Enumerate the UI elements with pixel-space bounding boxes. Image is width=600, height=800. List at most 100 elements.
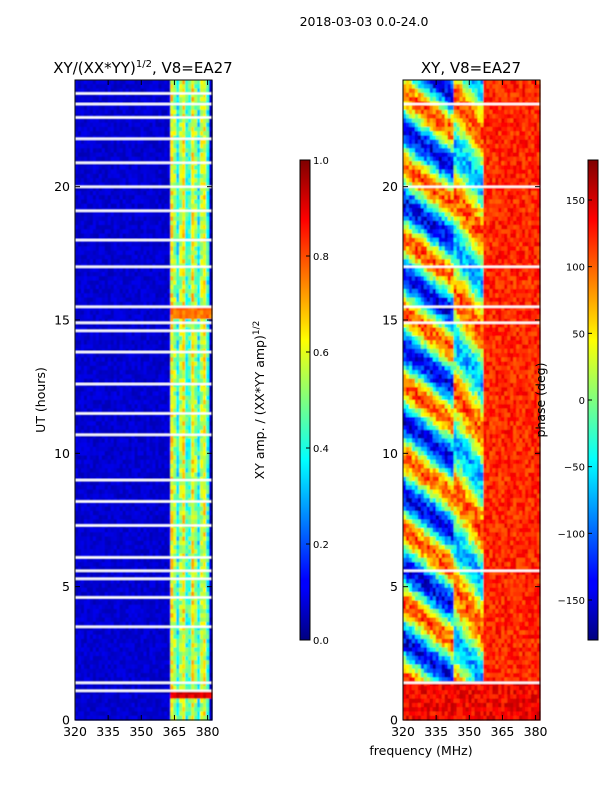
heatmap-cell <box>161 80 165 85</box>
heatmap-cell <box>75 485 79 491</box>
heatmap-cell <box>155 105 159 111</box>
heatmap-cell <box>110 233 115 239</box>
heatmap-cell <box>83 246 88 252</box>
heatmap-cell <box>206 190 210 196</box>
heatmap-cell <box>200 250 204 256</box>
heatmap-cell <box>182 344 186 350</box>
heatmap-cell <box>95 92 100 98</box>
heatmap-cell <box>101 259 106 265</box>
heatmap-cell <box>92 186 97 192</box>
heatmap-cell <box>122 374 127 380</box>
heatmap-cell <box>182 489 186 495</box>
heatmap-cell <box>182 212 186 218</box>
heatmap-cell <box>116 169 121 175</box>
heatmap-cell <box>80 92 85 98</box>
heatmap-cell <box>188 144 192 149</box>
heatmap-cell <box>188 297 192 303</box>
heatmap-cell <box>110 165 115 171</box>
heatmap-cell <box>149 220 154 226</box>
heatmap-cell <box>197 464 201 469</box>
heatmap-cell <box>179 88 183 94</box>
heatmap-cell <box>128 199 133 205</box>
heatmap-cell <box>75 502 79 508</box>
heatmap-cell <box>80 387 85 393</box>
heatmap-cell <box>146 280 151 286</box>
heatmap-cell <box>128 259 133 265</box>
heatmap-cell <box>75 280 79 286</box>
heatmap-cell <box>89 144 94 149</box>
heatmap-cell <box>182 118 186 124</box>
heatmap-cell <box>131 370 136 375</box>
heatmap-cell <box>101 357 106 363</box>
heatmap-cell <box>152 254 157 260</box>
heatmap-cell <box>119 323 124 329</box>
heatmap-cell <box>110 225 115 230</box>
heatmap-cell <box>185 425 189 431</box>
heatmap-cell <box>191 532 195 538</box>
heatmap-cell <box>104 284 109 290</box>
heatmap-cell <box>110 276 115 282</box>
heatmap-cell <box>149 412 154 418</box>
heatmap-cell <box>173 297 177 303</box>
heatmap-cell <box>146 374 151 380</box>
heatmap-cell <box>77 519 82 525</box>
heatmap-cell <box>143 199 148 205</box>
heatmap-cell <box>185 532 189 538</box>
heatmap-cell <box>197 374 201 380</box>
heatmap-cell <box>170 404 174 410</box>
heatmap-cell <box>194 144 198 149</box>
heatmap-cell <box>128 139 133 145</box>
heatmap-cell <box>140 118 145 124</box>
heatmap-cell <box>185 301 189 307</box>
heatmap-cell <box>146 378 151 384</box>
heatmap-cell <box>200 173 204 179</box>
heatmap-cell <box>158 382 162 388</box>
heatmap-cell <box>167 395 171 401</box>
heatmap-cell <box>146 289 151 294</box>
heatmap-cell <box>149 493 154 499</box>
heatmap-cell <box>179 182 183 188</box>
heatmap-cell <box>116 468 121 474</box>
heatmap-cell <box>140 203 145 209</box>
heatmap-cell <box>119 519 124 525</box>
heatmap-cell <box>77 365 82 371</box>
heatmap-cell <box>107 340 112 346</box>
heatmap-cell <box>200 391 204 397</box>
heatmap-cell <box>131 144 136 149</box>
heatmap-cell <box>176 284 180 290</box>
heatmap-cell <box>167 293 171 299</box>
heatmap-cell <box>167 92 171 98</box>
heatmap-cell <box>137 126 142 132</box>
heatmap-cell <box>200 318 204 324</box>
heatmap-cell <box>179 84 183 90</box>
heatmap-cell <box>200 417 204 422</box>
heatmap-cell <box>122 310 127 316</box>
heatmap-cell <box>83 361 88 367</box>
heatmap-cell <box>125 485 130 491</box>
heatmap-cell <box>110 472 115 478</box>
heatmap-cell <box>143 254 148 260</box>
heatmap-cell <box>185 178 189 183</box>
heatmap-cell <box>167 173 171 179</box>
heatmap-cell <box>185 468 189 474</box>
heatmap-cell <box>128 438 133 444</box>
heatmap-cell <box>146 297 151 303</box>
heatmap-cell <box>75 165 79 171</box>
heatmap-cell <box>122 528 127 533</box>
heatmap-cell <box>176 472 180 478</box>
heatmap-cell <box>107 382 112 388</box>
heatmap-cell <box>137 468 142 474</box>
heatmap-cell <box>110 361 115 367</box>
heatmap-cell <box>194 259 198 265</box>
heatmap-cell <box>152 331 157 337</box>
heatmap-cell <box>80 540 85 546</box>
heatmap-cell <box>92 493 97 499</box>
heatmap-cell <box>140 195 145 201</box>
heatmap-cell <box>75 357 79 363</box>
heatmap-cell <box>131 429 136 435</box>
heatmap-cell <box>152 489 157 495</box>
heatmap-cell <box>122 387 127 393</box>
heatmap-cell <box>155 429 159 435</box>
heatmap-cell <box>101 353 106 358</box>
heatmap-cell <box>116 276 121 282</box>
